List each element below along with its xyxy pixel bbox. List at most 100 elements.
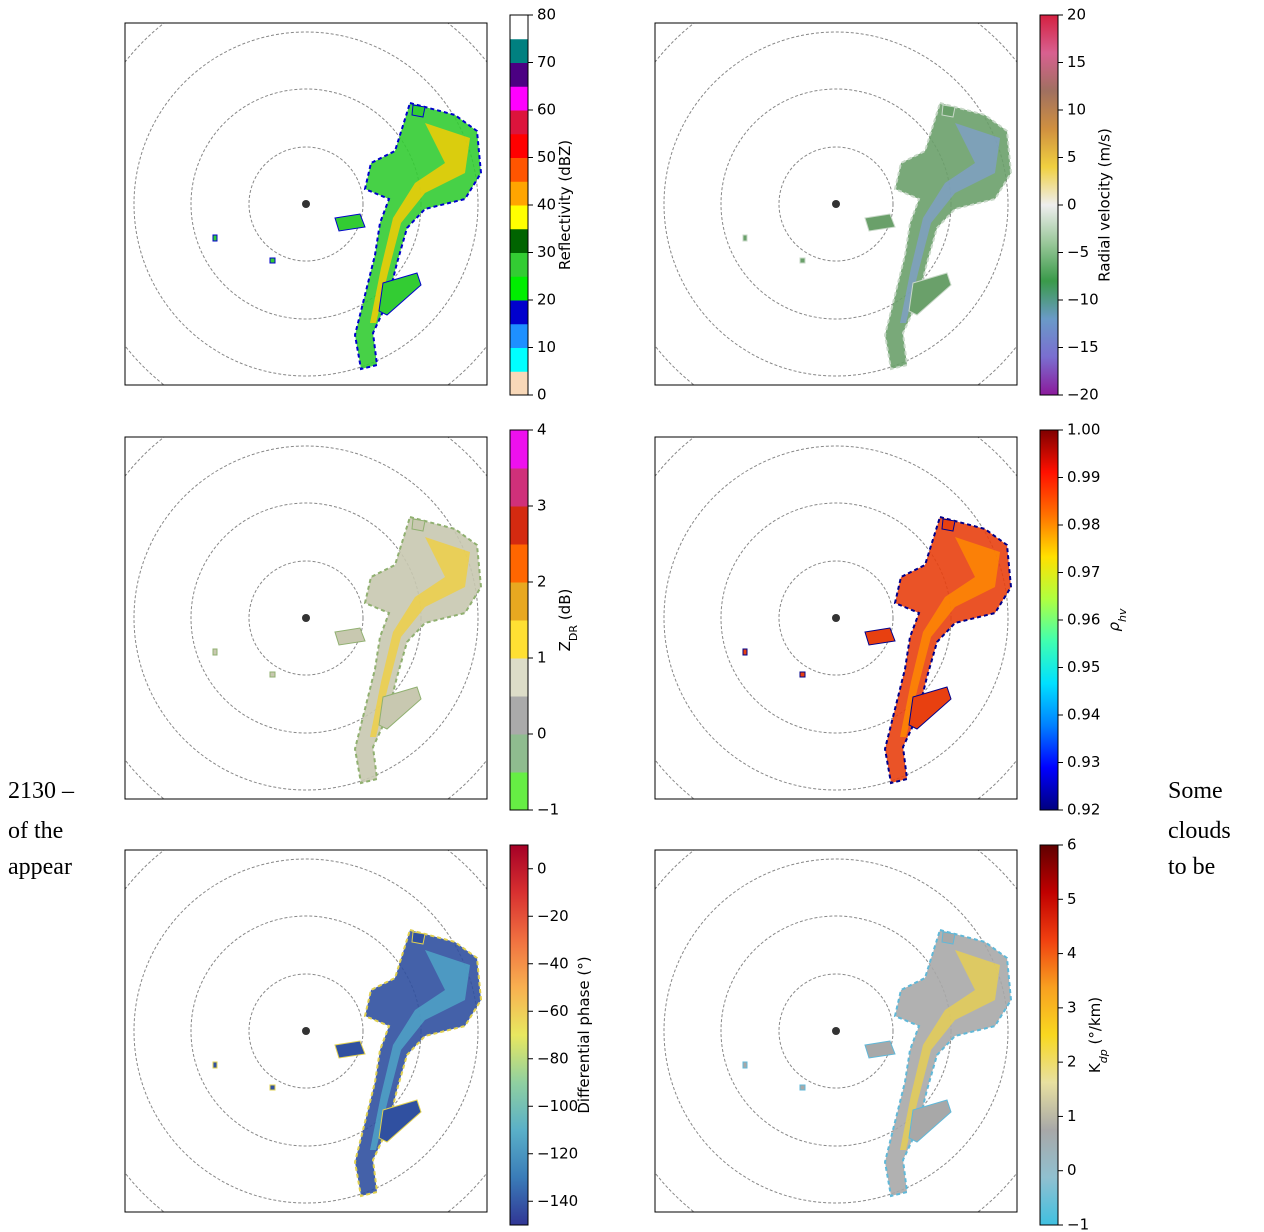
- echo: [334, 213, 366, 232]
- echo: [269, 1084, 276, 1091]
- echo: [941, 104, 956, 118]
- colorbar-gradient: [1040, 15, 1058, 395]
- colorbar-tick-label: 0.93: [1067, 753, 1100, 771]
- echo: [378, 272, 422, 316]
- echo: [900, 537, 1000, 737]
- echo: [269, 257, 276, 264]
- colorbar-segment: [510, 133, 528, 158]
- colorbar-segment: [510, 86, 528, 111]
- colorbar-tick-label: 60: [537, 101, 556, 119]
- colorbar-tick-label: −80: [537, 1049, 569, 1067]
- axes-frame: [654, 849, 1018, 1213]
- echo: [799, 1084, 806, 1091]
- radar-site: [302, 1027, 310, 1035]
- echo: [334, 627, 366, 646]
- colorbar-label-part: hv: [1116, 608, 1129, 622]
- side-text: appear: [8, 854, 72, 880]
- radar-panel: [124, 849, 488, 1213]
- axes-frame: [654, 22, 1018, 386]
- colorbar-tick-label: −140: [537, 1192, 578, 1210]
- colorbar-tick-label: −20: [1067, 386, 1099, 404]
- echo: [742, 234, 748, 242]
- range-ring: [133, 31, 479, 377]
- radar-site: [832, 1027, 840, 1035]
- colorbar-segment: [510, 734, 528, 773]
- echo: [334, 1040, 366, 1059]
- colorbar-tick-label: −10: [1067, 291, 1099, 309]
- colorbar-segment: [510, 181, 528, 206]
- colorbar-label-part: dp: [1097, 1049, 1110, 1063]
- echo: [411, 518, 426, 532]
- colorbar-tick-label: 10: [1067, 101, 1086, 119]
- colorbar-tick-label: 0: [537, 859, 547, 877]
- colorbar-tick-label: 3: [537, 497, 547, 515]
- colorbar-segment: [510, 300, 528, 325]
- colorbar-label-part: Radial velocity (m/s): [1096, 128, 1114, 282]
- colorbar-tick-label: 0: [537, 386, 547, 404]
- echo: [212, 648, 218, 656]
- range-ring: [778, 560, 894, 676]
- colorbar-segment: [510, 252, 528, 277]
- colorbar-segment: [510, 582, 528, 621]
- colorbar-tick-label: 0: [1067, 196, 1077, 214]
- echo: [378, 1099, 422, 1143]
- colorbar-tick-label: 0.96: [1067, 611, 1100, 629]
- echo: [411, 104, 426, 118]
- colorbar-tick-label: 6: [1067, 836, 1077, 854]
- plot-area: [125, 437, 487, 799]
- range-ring: [133, 858, 479, 1204]
- radar-panel: [124, 22, 488, 386]
- axes-frame: [654, 436, 1018, 800]
- colorbar-segment: [510, 276, 528, 301]
- colorbar-label-part: K: [1086, 1062, 1104, 1073]
- plot-area: [655, 850, 1017, 1212]
- echo: [941, 931, 956, 945]
- colorbar-tick-label: 80: [537, 6, 556, 24]
- range-ring: [778, 146, 894, 262]
- colorbar-tick-label: 1.00: [1067, 421, 1100, 439]
- echo: [742, 1061, 748, 1069]
- radar-panel: [124, 436, 488, 800]
- echo: [908, 686, 952, 730]
- colorbar-segment: [510, 658, 528, 697]
- range-ring: [248, 560, 364, 676]
- colorbar-label: Radial velocity (m/s): [1096, 128, 1114, 282]
- colorbar-gradient: [510, 845, 528, 1225]
- plot-area: [125, 23, 487, 385]
- colorbar-segment: [510, 430, 528, 469]
- range-ring: [125, 23, 487, 385]
- colorbar-tick-label: −100: [537, 1097, 578, 1115]
- side-text: 2130 –: [8, 778, 75, 804]
- echo: [212, 234, 218, 242]
- echo: [864, 213, 896, 232]
- echo: [900, 950, 1000, 1150]
- colorbar-segment: [510, 506, 528, 545]
- colorbar-label: Reflectivity (dBZ): [556, 140, 574, 270]
- colorbar-tick-label: 40: [537, 196, 556, 214]
- echo: [370, 537, 470, 737]
- plot-area: [125, 850, 487, 1212]
- colorbar-tick-label: −5: [1067, 243, 1089, 261]
- colorbar-label: ρhv: [1105, 608, 1129, 632]
- colorbar-segment: [510, 15, 528, 40]
- colorbar-tick-label: 20: [1067, 6, 1086, 24]
- echo: [900, 123, 1000, 323]
- colorbar-segment: [510, 205, 528, 230]
- colorbar-segment: [510, 696, 528, 735]
- side-text: clouds: [1168, 818, 1231, 844]
- colorbar-label-part: ρ: [1105, 622, 1123, 632]
- colorbar-segment: [510, 371, 528, 396]
- colorbar-tick-label: −20: [537, 907, 569, 925]
- colorbar-frame: [509, 429, 529, 811]
- colorbar-tick-label: 10: [537, 338, 556, 356]
- colorbar-tick-label: −15: [1067, 338, 1099, 356]
- colorbar-segment: [510, 620, 528, 659]
- colorbar-segment: [510, 110, 528, 135]
- colorbar-tick-label: 1: [1067, 1107, 1077, 1125]
- colorbar-tick-label: 1: [537, 649, 547, 667]
- colorbar-tick-label: −60: [537, 1002, 569, 1020]
- echo: [411, 931, 426, 945]
- colorbar-tick-label: 50: [537, 148, 556, 166]
- side-text: of the: [8, 818, 63, 844]
